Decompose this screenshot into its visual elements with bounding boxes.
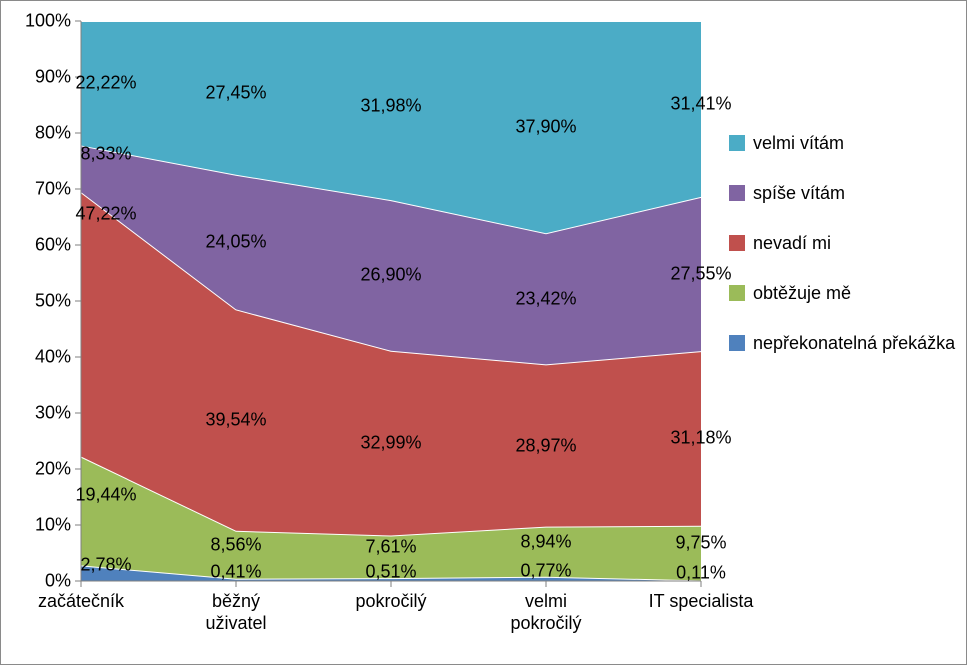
legend-item-spise: spíše vítám: [729, 181, 955, 205]
value-label: 7,61%: [365, 536, 416, 557]
value-label: 23,42%: [515, 288, 576, 309]
legend-item-neprekonatelna: nepřekonatelná překážka: [729, 331, 955, 355]
y-tick-label: 60%: [11, 235, 71, 256]
y-tick-label: 80%: [11, 123, 71, 144]
legend-swatch: [729, 135, 745, 151]
value-label: 26,90%: [360, 265, 421, 286]
value-label: 24,05%: [205, 232, 266, 253]
legend-label: nepřekonatelná překážka: [753, 333, 955, 354]
y-tick-label: 70%: [11, 179, 71, 200]
value-label: 37,90%: [515, 117, 576, 138]
value-label: 0,77%: [520, 560, 571, 581]
legend-swatch: [729, 185, 745, 201]
value-label: 31,98%: [360, 95, 421, 116]
value-label: 8,94%: [520, 531, 571, 552]
value-label: 0,41%: [210, 561, 261, 582]
value-label: 27,45%: [205, 82, 266, 103]
value-label: 19,44%: [75, 484, 136, 505]
legend-label: spíše vítám: [753, 183, 845, 204]
value-label: 31,41%: [670, 93, 731, 114]
y-tick-label: 40%: [11, 347, 71, 368]
value-label: 47,22%: [75, 204, 136, 225]
value-label: 8,56%: [210, 534, 261, 555]
legend-item-obtezuje: obtěžuje mě: [729, 281, 955, 305]
y-tick-label: 10%: [11, 515, 71, 536]
legend: velmi vítám spíše vítám nevadí mi obtěžuje …: [729, 131, 955, 381]
legend-item-velmi: velmi vítám: [729, 131, 955, 155]
legend-label: obtěžuje mě: [753, 283, 851, 304]
x-tick-label: IT specialista: [649, 591, 754, 613]
value-label: 8,33%: [80, 143, 131, 164]
y-tick-label: 20%: [11, 459, 71, 480]
value-label: 28,97%: [515, 435, 576, 456]
y-tick-label: 30%: [11, 403, 71, 424]
value-label: 2,78%: [80, 555, 131, 576]
legend-label: nevadí mi: [753, 233, 831, 254]
x-tick-label: pokročilý: [355, 591, 426, 613]
value-label: 27,55%: [670, 264, 731, 285]
legend-label: velmi vítám: [753, 133, 844, 154]
x-tick-label: běžný uživatel: [205, 591, 266, 634]
legend-swatch: [729, 235, 745, 251]
y-tick-label: 0%: [11, 571, 71, 592]
value-label: 39,54%: [205, 410, 266, 431]
value-label: 22,22%: [75, 73, 136, 94]
value-label: 0,51%: [365, 561, 416, 582]
y-tick-label: 90%: [11, 67, 71, 88]
legend-swatch: [729, 285, 745, 301]
chart-frame: { "chart": { "type": "area-stacked-100",…: [0, 0, 967, 665]
y-tick-label: 100%: [11, 11, 71, 32]
legend-swatch: [729, 335, 745, 351]
value-label: 32,99%: [360, 433, 421, 454]
y-tick-label: 50%: [11, 291, 71, 312]
value-label: 31,18%: [670, 428, 731, 449]
x-tick-label: začátečník: [38, 591, 124, 613]
value-label: 9,75%: [675, 533, 726, 554]
value-label: 0,11%: [676, 562, 726, 583]
legend-item-nevadi: nevadí mi: [729, 231, 955, 255]
x-tick-label: velmi pokročilý: [510, 591, 581, 634]
